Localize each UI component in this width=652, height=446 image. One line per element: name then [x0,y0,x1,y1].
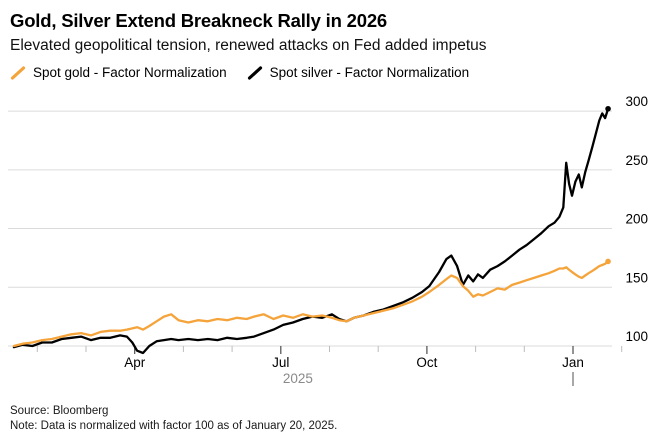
silver-line-end-dot [605,105,611,112]
year-label: 2025 [283,371,313,386]
y-axis-label: 200 [625,212,648,227]
chart-footer: Source: Bloomberg Note: Data is normaliz… [10,404,337,434]
silver-line-swatch-icon [247,65,262,80]
legend-item-silver[interactable]: Spot silver - Factor Normalization [247,65,470,81]
legend-item-silver-label: Spot silver - Factor Normalization [269,65,470,80]
y-axis-label: 300 [625,94,648,109]
y-axis-label: 250 [625,153,648,168]
legend-item-gold-label: Spot gold - Factor Normalization [33,65,227,80]
chart-header: Gold, Silver Extend Breakneck Rally in 2… [0,0,652,56]
y-axis-label: 150 [625,270,648,285]
x-axis-label: Oct [416,355,437,370]
x-axis-label: Jul [272,355,289,370]
source-text: Source: Bloomberg [10,405,109,417]
gold-line-end-dot [605,258,611,265]
y-axis-label: 100 [625,329,648,344]
gold-line [12,260,610,348]
x-axis-label: Jan [562,355,584,370]
silver-line [12,107,610,355]
legend: Spot gold - Factor Normalization Spot si… [10,65,652,81]
legend-item-gold[interactable]: Spot gold - Factor Normalization [10,65,227,81]
page-subtitle: Elevated geopolitical tension, renewed a… [10,37,487,55]
page-title: Gold, Silver Extend Breakneck Rally in 2… [10,10,387,31]
gold-line-swatch-icon [10,65,26,80]
note-text: Note: Data is normalized with factor 100… [10,420,338,433]
x-axis-label: Apr [124,355,146,370]
